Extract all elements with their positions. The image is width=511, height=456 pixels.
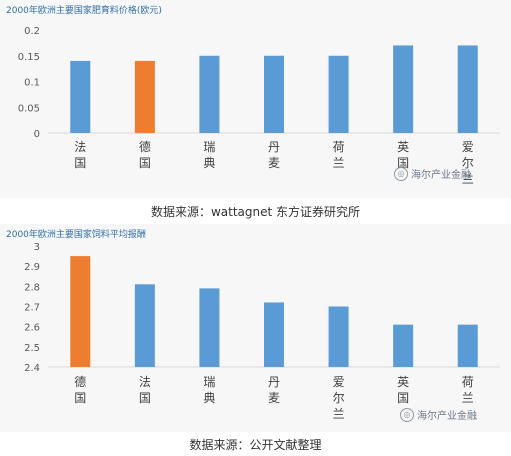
bar-瑞典 [199,288,220,367]
chart-title: 2000年欧洲主要国家饲料平均报酬 [6,230,146,240]
y-tick-label: 0.2 [24,26,40,37]
x-tick-label: 麦 [268,391,280,405]
x-tick-label: 英 [397,140,409,154]
y-tick-label: 0.15 [18,52,40,63]
x-tick-label: 法 [74,140,86,154]
watermark: ◎ 海尔产业金融 [394,166,471,181]
x-tick-label: 国 [139,156,151,170]
x-tick-label: 丹 [268,140,280,154]
x-tick-label: 麦 [268,156,280,170]
x-tick-label: 国 [397,391,409,405]
bar-爱尔兰 [328,306,349,367]
y-tick-label: 2.4 [24,363,40,374]
bar-丹麦 [264,55,284,133]
source-caption: 数据来源：wattagnet 东方证券研究所 [150,205,361,219]
bar-瑞典 [199,55,220,133]
x-tick-label: 德 [74,374,86,389]
y-tick-label: 0.1 [24,78,40,89]
x-tick-label: 法 [139,375,151,389]
x-tick-label: 爱 [333,375,345,389]
x-tick-label: 爱 [462,140,474,154]
source-caption: 数据来源：公开文献整理 [189,438,322,452]
wechat-icon: ◎ [400,407,414,422]
x-tick-label: 国 [74,156,86,170]
bar-英国 [393,324,414,367]
chart-panel-feed-price: 2000年欧洲主要国家肥育料价格(欧元) 0 0.05 0.1 0.15 0.2 法国德国… [0,0,511,222]
bar-丹麦 [264,302,284,367]
x-tick-label: 丹 [268,375,280,389]
x-tick-label: 兰 [333,407,345,421]
watermark-text: 海尔产业金融 [417,411,477,422]
y-tick-label: 2.9 [24,262,40,273]
bar-德国 [134,60,155,133]
y-tick-label: 0 [34,129,40,140]
bar-荷兰 [457,324,478,367]
bar-法国 [134,284,155,367]
x-tick-label: 典 [203,156,215,170]
x-tick-label: 荷 [333,140,345,154]
x-tick-label: 典 [203,391,215,405]
watermark: ◎ 海尔产业金融 [400,407,477,422]
y-tick-label: 3 [34,242,40,253]
bar-荷兰 [328,55,349,133]
x-tick-label: 兰 [333,156,345,170]
x-tick-label: 瑞 [203,140,215,154]
chart-title: 2000年欧洲主要国家肥育料价格(欧元) [6,6,162,16]
x-tick-label: 兰 [462,391,474,405]
watermark-text: 海尔产业金融 [411,170,471,181]
x-tick-label: 英 [397,375,409,389]
x-tick-label: 尔 [333,390,345,405]
x-tick-label: 尔 [462,155,474,170]
x-tick-label: 国 [74,391,86,405]
bar-法国 [70,60,91,133]
x-tick-label: 国 [139,391,151,405]
bar-爱尔兰 [457,45,478,134]
bar-德国 [70,256,91,367]
y-tick-label: 2.6 [24,323,40,334]
bar-英国 [393,45,414,134]
chart-panel-feed-return: 2000年欧洲主要国家饲料平均报酬 2.4 2.5 2.6 2.7 2.8 2.9 3 德国法… [0,224,511,456]
y-tick-label: 2.8 [24,282,40,293]
x-tick-label: 德 [139,139,151,154]
x-tick-label: 荷 [462,375,474,389]
x-tick-label: 瑞 [203,375,215,389]
y-tick-label: 2.5 [24,343,40,354]
wechat-icon: ◎ [394,166,408,181]
x-tick-label: 兰 [462,172,474,186]
y-tick-label: 0.05 [18,103,40,114]
y-tick-label: 2.7 [24,303,40,314]
